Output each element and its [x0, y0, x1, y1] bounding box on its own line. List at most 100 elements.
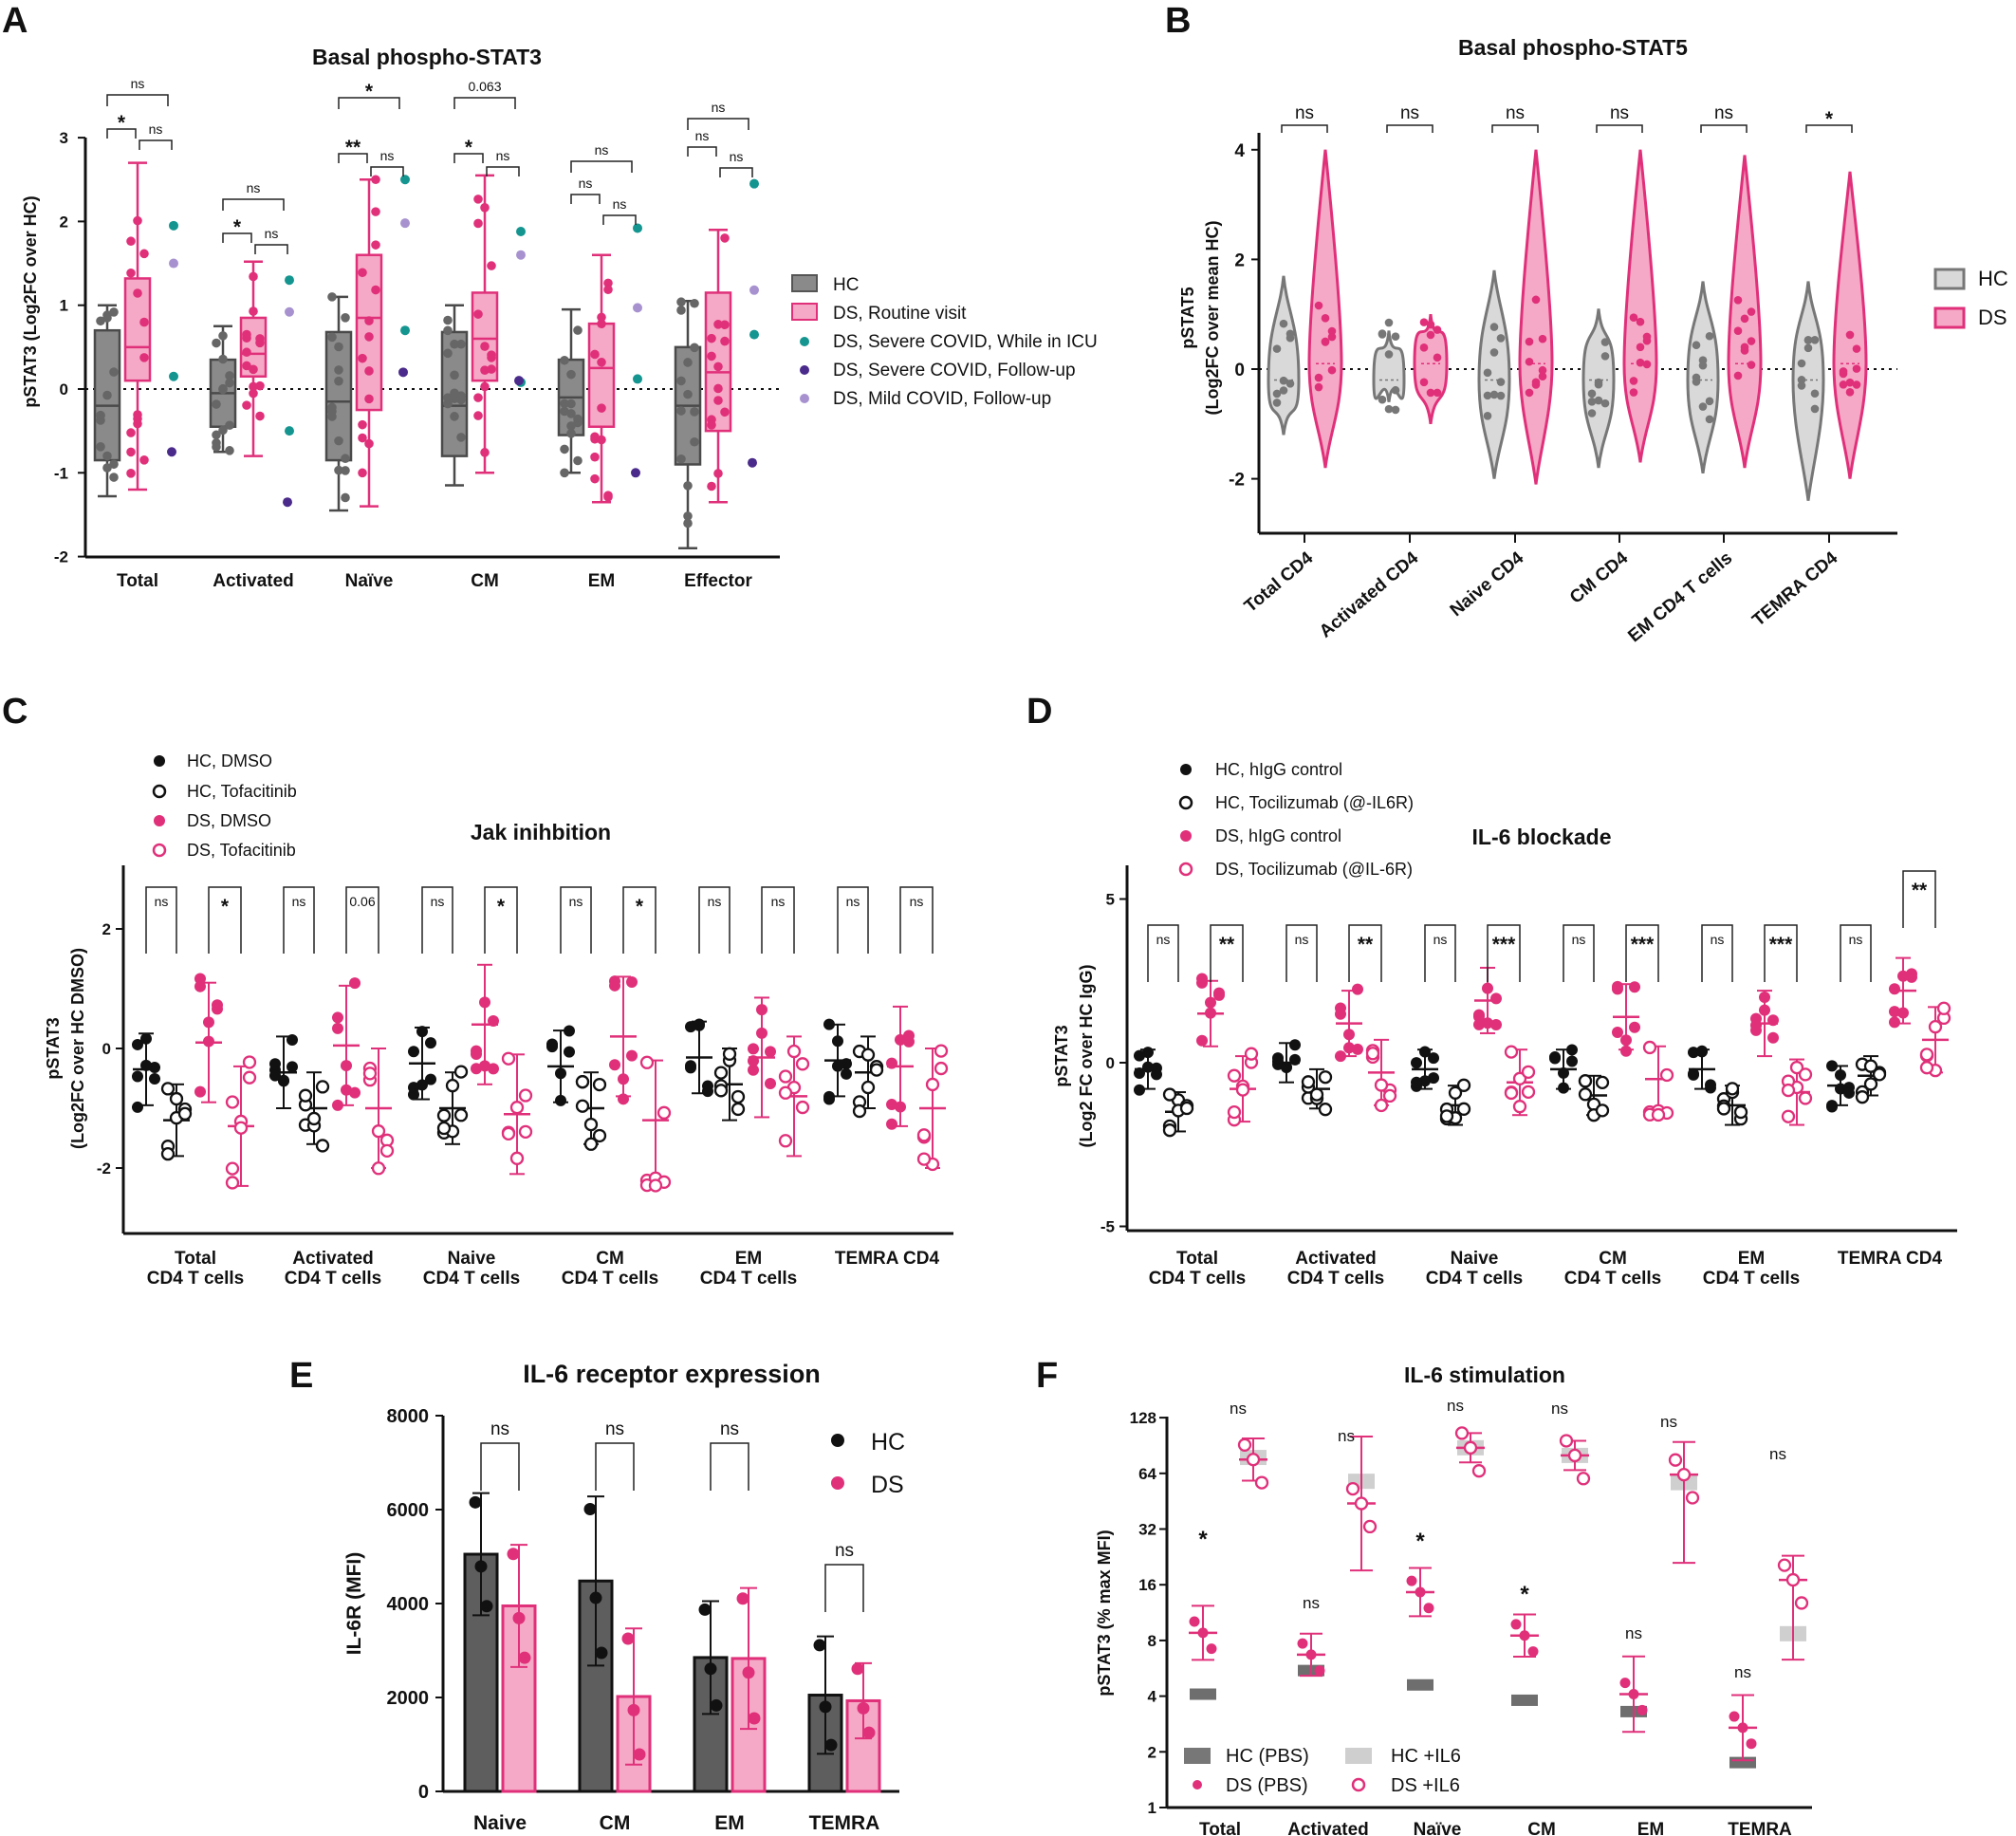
a-point [720, 233, 730, 243]
c-point [194, 973, 206, 985]
a-point [225, 446, 234, 455]
panel-d-ylabel-2: (Log2 FC over HC IgG) [1077, 964, 1096, 1147]
a-point [560, 399, 569, 409]
f-ds-pbs-point [1628, 1689, 1639, 1700]
panel-c-legend: HC, DMSO HC, Tofacitinib DS, DMSO DS, To… [152, 751, 297, 860]
b-point [1489, 348, 1499, 357]
b-point [1483, 368, 1492, 378]
f-ytick-label-2: 2 [1148, 1743, 1156, 1761]
d-group-1-2 [1439, 1078, 1471, 1126]
a-point [334, 436, 343, 446]
panel-b-letter: B [1165, 1, 1191, 41]
d-point [1919, 1048, 1934, 1062]
a-sig-2-left-bracket [338, 153, 368, 163]
c-point [225, 1176, 240, 1190]
c-point [860, 1048, 876, 1062]
c-sig-0-ds-label: * [221, 896, 230, 918]
f-ds-pbs-point [1314, 1665, 1325, 1677]
d-ytick-label--5: -5 [1100, 1218, 1115, 1236]
a-point [707, 420, 716, 430]
d-point [1521, 1065, 1536, 1080]
legend-f-ds-il6-marker [1351, 1777, 1366, 1792]
d-category-0: Total [1176, 1249, 1218, 1269]
c-point [555, 1094, 566, 1106]
d-point [1490, 992, 1502, 1005]
c-point [756, 1004, 768, 1016]
a-covid-icu-extra-4 [633, 374, 642, 384]
b-violin-shape [1832, 171, 1868, 479]
f-ds-pbs-point [1746, 1738, 1757, 1750]
d-point [1696, 1046, 1708, 1058]
a-point [255, 338, 265, 348]
b-violin-ds-5 [1832, 171, 1868, 479]
c-group-3-4 [778, 1035, 810, 1158]
c-group-2-4 [748, 996, 776, 1119]
a-point [443, 325, 453, 336]
legend-f-2: DS (PBS) [1226, 1775, 1308, 1796]
c-point [298, 1088, 313, 1103]
d-point [1162, 1123, 1177, 1138]
a-sig-1-left-bracket [222, 232, 252, 243]
panel-a-title: Basal phospho-STAT3 [312, 45, 542, 69]
e-point [474, 1560, 488, 1573]
b-point [1272, 399, 1282, 407]
d-sig-3-hc-bracket [1563, 924, 1595, 982]
d-point [1151, 1068, 1162, 1081]
b-point [1327, 365, 1337, 375]
a-box-rect [324, 330, 353, 462]
a-sig-5-outer-label: ns [712, 100, 726, 115]
f-ds-pbs-point [1406, 1575, 1417, 1586]
legend-b-0: HC [1978, 267, 2008, 290]
d-group-2-3 [1612, 980, 1640, 1057]
d-point [1142, 1047, 1154, 1059]
c-group-3-2 [501, 1051, 533, 1176]
b-category-3: CM CD4 [1566, 547, 1633, 607]
d-group-1-1 [1301, 1067, 1333, 1117]
b-category-1: Activated CD4 [1316, 547, 1423, 641]
c-group-2-3 [609, 975, 638, 1105]
a-point [139, 249, 149, 259]
panel-f: F IL-6 stimulation pSTAT3 (% max MFI) 12… [1036, 1356, 1812, 1836]
d-point [1919, 1061, 1934, 1075]
a-point [96, 410, 105, 420]
d-point [1142, 1061, 1154, 1073]
c-point [841, 1058, 852, 1070]
a-sig-0-outer-label: ns [131, 76, 145, 91]
a-sig-1-left-label: * [233, 216, 242, 238]
c-point [371, 1161, 386, 1176]
d-point [1897, 1007, 1909, 1019]
c-sig-3-ds-bracket [622, 886, 657, 954]
panel-a: A Basal phospho-STAT3 pSTAT3 (Log2FC ove… [2, 1, 1098, 591]
d-group-3-2 [1504, 1045, 1536, 1117]
a-sig-3-right-bracket [486, 166, 520, 176]
legend-d-hc-igg-marker [1180, 764, 1192, 775]
b-point [1810, 336, 1820, 344]
d-point [1473, 1018, 1485, 1030]
a-sig-2-outer-label: * [365, 81, 374, 102]
b-sig-4-label: ns [1714, 103, 1733, 123]
b-point [1285, 329, 1295, 339]
a-point [133, 288, 142, 298]
a-category-5: Effector [684, 571, 752, 591]
a-point [720, 320, 730, 330]
c-point [694, 1019, 705, 1031]
a-box-ds-5 [704, 228, 732, 504]
c-sig-4-ds-bracket [761, 886, 795, 954]
b-point [1531, 295, 1541, 305]
a-point [133, 418, 142, 429]
b-point [1525, 357, 1534, 366]
e-bar-ds-1 [616, 1627, 652, 1793]
c-point [479, 996, 490, 1009]
b-sig-5-bracket [1805, 124, 1853, 133]
c-point [149, 1073, 160, 1085]
c-point [795, 1057, 810, 1071]
a-point [603, 285, 613, 295]
d-sig-4-ds-label: *** [1769, 934, 1793, 955]
d-point [1759, 992, 1770, 1004]
a-category-2: Naïve [345, 571, 394, 591]
b-point [1419, 343, 1429, 352]
f-sig-pbs-0: * [1198, 1527, 1208, 1552]
legend-f-hc-pbs-swatch [1184, 1748, 1211, 1764]
c-point [332, 1022, 343, 1034]
c-point [903, 1029, 915, 1042]
